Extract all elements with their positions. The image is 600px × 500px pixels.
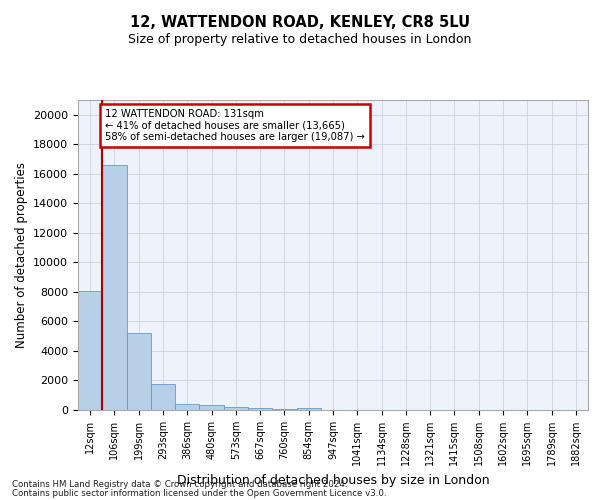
Bar [151,384,175,410]
Text: 12, WATTENDON ROAD, KENLEY, CR8 5LU: 12, WATTENDON ROAD, KENLEY, CR8 5LU [130,15,470,30]
Text: Contains HM Land Registry data © Crown copyright and database right 2024.: Contains HM Land Registry data © Crown c… [12,480,347,489]
Text: Contains public sector information licensed under the Open Government Licence v3: Contains public sector information licen… [12,488,386,498]
Bar [199,405,224,410]
Bar [102,165,127,410]
Bar [272,408,296,410]
Bar [248,408,272,410]
X-axis label: Distribution of detached houses by size in London: Distribution of detached houses by size … [176,474,490,486]
Bar [175,404,199,410]
Y-axis label: Number of detached properties: Number of detached properties [14,162,28,348]
Bar [127,333,151,410]
Bar [78,291,102,410]
Bar [296,408,321,410]
Text: 12 WATTENDON ROAD: 131sqm
← 41% of detached houses are smaller (13,665)
58% of s: 12 WATTENDON ROAD: 131sqm ← 41% of detac… [105,109,365,142]
Bar [224,408,248,410]
Text: Size of property relative to detached houses in London: Size of property relative to detached ho… [128,32,472,46]
